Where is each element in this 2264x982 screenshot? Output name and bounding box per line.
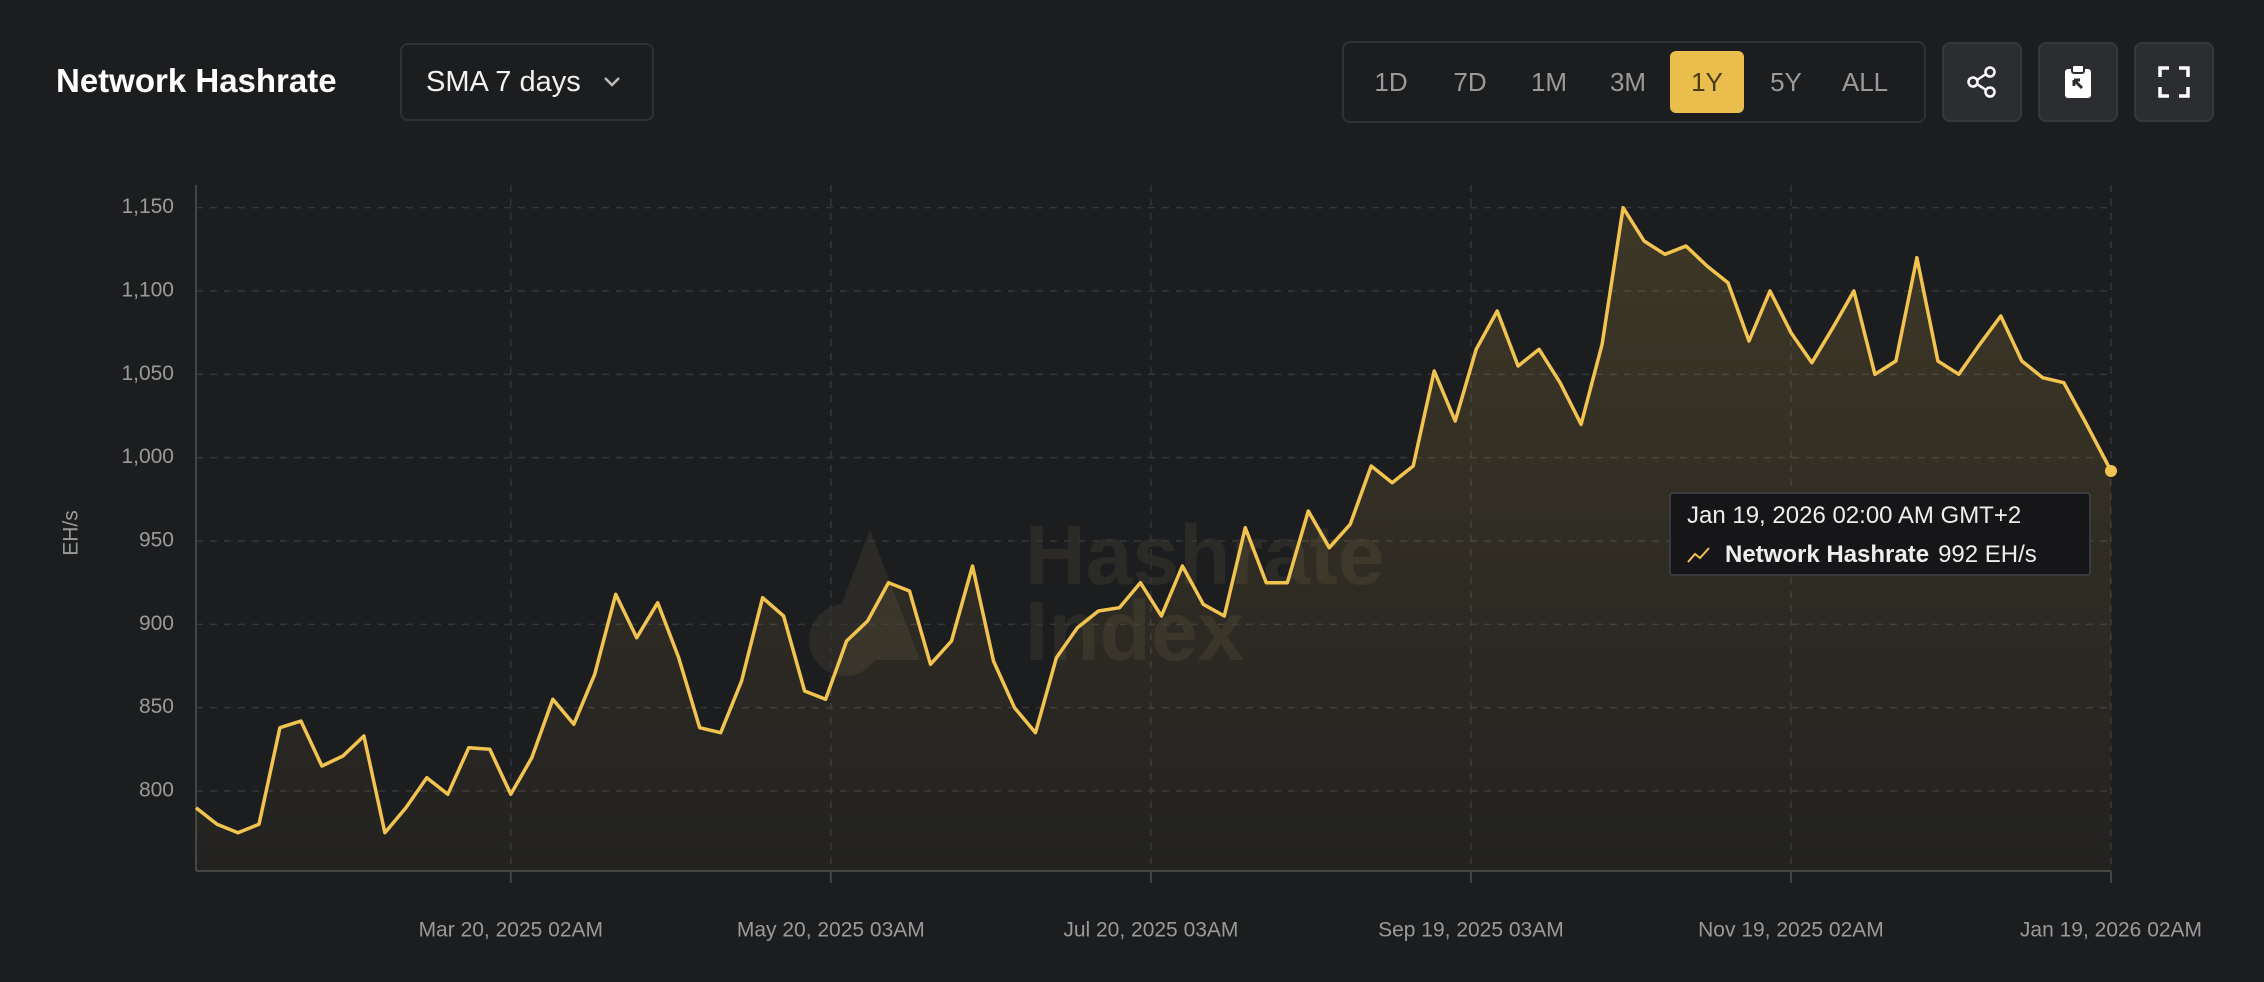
chevron-icon xyxy=(603,77,620,87)
tooltip-date: Jan 19, 2026 02:00 AM GMT+2 xyxy=(1687,502,2022,529)
range-button[interactable]: ALL xyxy=(1841,66,1889,97)
range-selector: 1D 7D 1M 3M 1Y 5Y ALL xyxy=(1342,41,1926,123)
tooltip: Jan 19, 2026 02:00 AM GMT+2 Network Hash… xyxy=(1669,492,2091,576)
tooltip-icon xyxy=(1687,547,1710,563)
metric-label: SMA 7 days xyxy=(426,65,581,98)
end-point xyxy=(2105,465,2117,477)
x-tick-label: Mar 20, 2025 02AM xyxy=(419,919,603,942)
share-icon xyxy=(1967,66,1996,98)
share-button[interactable] xyxy=(1942,42,2022,122)
y-tick-label: 1,150 xyxy=(121,195,174,218)
clipboard-button[interactable] xyxy=(2038,42,2118,122)
y-tick-label: 1,050 xyxy=(121,362,174,385)
y-tick-label: 800 xyxy=(139,779,174,802)
metric-dropdown[interactable]: SMA 7 days xyxy=(400,43,654,121)
y-tick-label: 1,100 xyxy=(121,279,174,302)
tooltip-row: Network Hashrate 992 EH/s xyxy=(1687,541,2037,569)
range-button[interactable]: 1Y xyxy=(1670,51,1744,113)
x-tick-label: Nov 19, 2025 02AM xyxy=(1698,919,1884,942)
clipboard-icon xyxy=(2065,64,2091,98)
range-button[interactable]: 7D xyxy=(1453,66,1487,97)
area-fill xyxy=(196,207,2111,871)
range-button[interactable]: 3M xyxy=(1609,66,1647,97)
y-tick-label: 950 xyxy=(139,529,174,552)
y-tick-label: 900 xyxy=(139,612,174,635)
x-tick-label: May 20, 2025 03AM xyxy=(737,919,925,942)
range-button[interactable]: 5Y xyxy=(1770,66,1802,97)
range-button[interactable]: 1M xyxy=(1530,66,1568,97)
x-tick-label: Sep 19, 2025 03AM xyxy=(1378,919,1564,942)
tooltip-value: 992 EH/s xyxy=(1938,541,2037,568)
page-title: Network Hashrate xyxy=(56,62,337,99)
y-axis-label: EH/s xyxy=(60,510,83,556)
y-tick-label: 1,000 xyxy=(121,445,174,468)
range-button[interactable]: 1D xyxy=(1374,66,1408,97)
fullscreen-button[interactable] xyxy=(2134,42,2214,122)
x-tick-label: Jan 19, 2026 02AM xyxy=(2020,919,2202,942)
fullscreen-icon xyxy=(2158,66,2190,98)
line-series xyxy=(194,205,2113,835)
tooltip-series: Network Hashrate xyxy=(1725,541,1930,568)
x-tick-label: Jul 20, 2025 03AM xyxy=(1063,919,1238,942)
y-tick-label: 850 xyxy=(139,695,174,718)
